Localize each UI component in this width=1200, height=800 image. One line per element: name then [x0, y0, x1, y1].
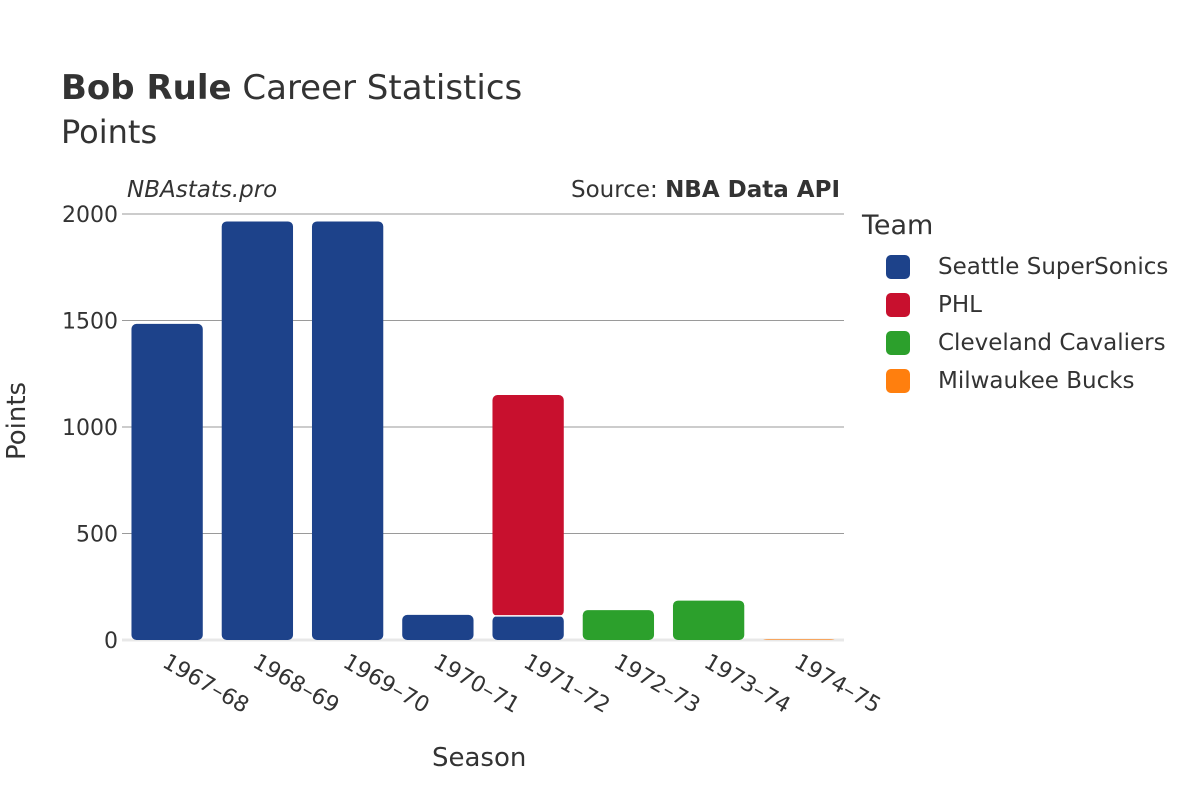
- legend-label: Cleveland Cavaliers: [938, 330, 1166, 356]
- y-tick-label: 0: [104, 629, 118, 654]
- x-tick-label: 1970–71: [429, 650, 524, 719]
- y-tick-label: 500: [76, 523, 118, 548]
- bar-segment: [311, 221, 384, 640]
- x-tick-label: 1973–74: [700, 650, 795, 719]
- source-credit: Source: NBA Data API: [571, 177, 840, 203]
- x-tick-label: 1967–68: [158, 650, 253, 719]
- bar-segment: [131, 323, 203, 640]
- x-tick-label: 1968–69: [248, 650, 343, 719]
- x-axis-title: Season: [432, 743, 527, 773]
- title-rest: Career Statistics: [231, 68, 523, 108]
- legend-swatch: [886, 331, 910, 355]
- legend-label: Seattle SuperSonics: [938, 254, 1169, 280]
- x-tick-label: 1974–75: [790, 650, 885, 719]
- chart-subtitle: Points: [61, 113, 158, 151]
- bar-segment: [221, 221, 294, 640]
- bar-segment: [492, 395, 564, 616]
- title-player: Bob Rule: [61, 68, 232, 108]
- legend-item-milwaukee[interactable]: Milwaukee Bucks: [886, 368, 1135, 394]
- legend-item-cleveland[interactable]: Cleveland Cavaliers: [886, 330, 1166, 356]
- legend-swatch: [886, 255, 910, 279]
- chart-title: Bob Rule Career Statistics: [61, 66, 522, 110]
- legend-item-seattle[interactable]: Seattle SuperSonics: [886, 254, 1168, 280]
- x-tick-label: 1969–70: [339, 650, 434, 719]
- bar-segment: [492, 615, 564, 640]
- legend-title: Team: [862, 210, 934, 241]
- y-tick-label: 1000: [62, 416, 118, 441]
- source-name: NBA Data API: [665, 177, 840, 203]
- y-tick-label: 1500: [62, 310, 118, 335]
- legend-item-phl[interactable]: PHL: [886, 292, 982, 318]
- x-tick-label: 1972–73: [609, 650, 704, 719]
- y-tick-label: 2000: [62, 203, 118, 228]
- legend-swatch: [886, 369, 910, 393]
- bar-segment: [582, 610, 655, 640]
- bar-segment: [672, 600, 745, 640]
- watermark: NBAstats.pro: [127, 177, 278, 203]
- legend-label: PHL: [938, 292, 982, 318]
- legend-label: Milwaukee Bucks: [938, 368, 1135, 394]
- bar-segment: [763, 639, 835, 640]
- source-prefix: Source:: [571, 177, 666, 203]
- bar-segment: [402, 614, 474, 640]
- legend-swatch: [886, 293, 910, 317]
- x-tick-label: 1971–72: [519, 650, 614, 719]
